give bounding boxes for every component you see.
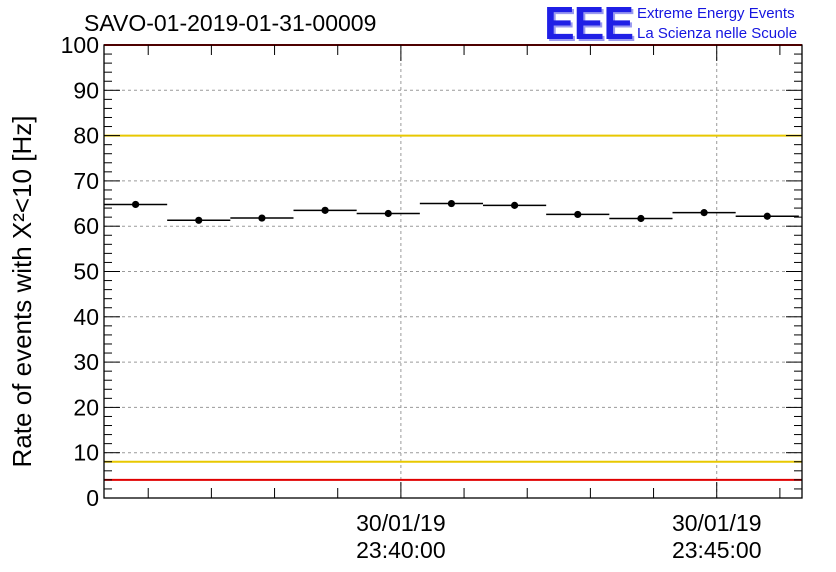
- y-tick-label: 10: [73, 440, 99, 466]
- y-tick-label: 70: [73, 168, 99, 194]
- data-point: [131, 200, 140, 209]
- x-tick-date-label: 30/01/19: [672, 510, 762, 536]
- chart-title: SAVO-01-2019-01-31-00009: [84, 10, 377, 36]
- data-point: [321, 206, 329, 214]
- y-tick-label: 100: [61, 32, 99, 58]
- y-tick-label: 90: [73, 77, 99, 103]
- data-point: [763, 212, 771, 220]
- logo-letters: EEE: [544, 0, 634, 49]
- y-tick-label: 20: [73, 394, 99, 420]
- data-point: [195, 216, 203, 224]
- data-point: [384, 209, 392, 218]
- x-tick-date-label: 30/01/19: [356, 510, 446, 536]
- axes: 010203040506070809010030/01/1923:40:0030…: [61, 32, 802, 563]
- eee-logo: EEE Extreme Energy Events La Scienza nel…: [544, 0, 836, 49]
- y-axis-title: Rate of events with X²<10 [Hz]: [7, 116, 37, 468]
- y-tick-label: 40: [73, 304, 99, 330]
- y-tick-label: 50: [73, 259, 99, 285]
- data-point: [574, 210, 582, 219]
- data-point: [258, 214, 266, 222]
- y-tick-label: 0: [86, 485, 99, 511]
- data-point: [700, 209, 708, 217]
- data-point: [447, 199, 456, 208]
- x-tick-time-label: 23:45:00: [672, 537, 762, 563]
- data-point: [637, 214, 645, 223]
- x-tick-time-label: 23:40:00: [356, 537, 446, 563]
- data-series: [104, 199, 799, 224]
- reference-lines: [104, 44, 802, 481]
- data-point: [510, 201, 519, 209]
- y-tick-label: 60: [73, 213, 99, 239]
- y-tick-label: 30: [73, 349, 99, 375]
- logo-subtitle-1: Extreme Energy Events: [637, 5, 795, 22]
- logo-subtitle-2: La Scienza nelle Scuole: [637, 25, 798, 42]
- y-tick-label: 80: [73, 123, 99, 149]
- grid: [104, 44, 802, 499]
